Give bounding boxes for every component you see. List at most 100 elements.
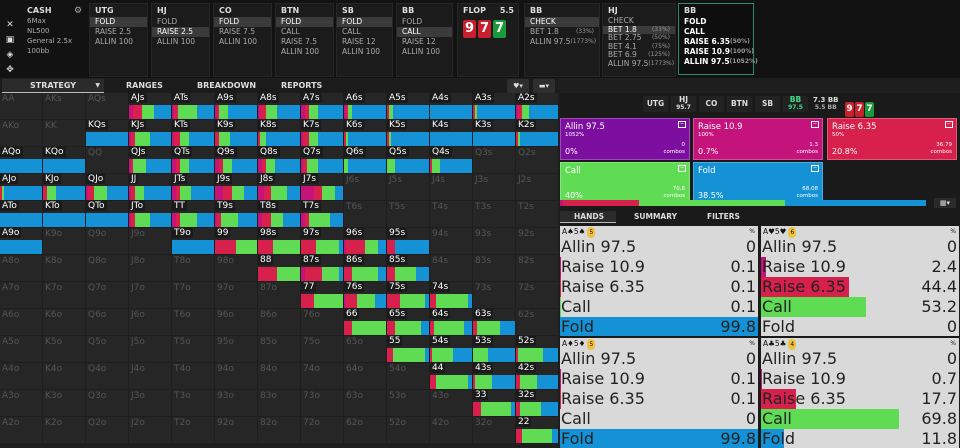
hand-cell[interactable]: Q8s	[258, 147, 300, 173]
action-option[interactable]: BET 2.75 (50%)	[603, 34, 675, 43]
hand-cell[interactable]: QJo	[86, 174, 128, 200]
hand-cell[interactable]: K2s	[516, 120, 558, 146]
hand-cell[interactable]: K8o	[43, 255, 85, 281]
hand-cell[interactable]: T3s	[473, 201, 515, 227]
action-box-allin[interactable]: Allin 97.5 1052% 0% 0 combos −	[560, 118, 690, 160]
action-option[interactable]: RAISE 2.5	[152, 27, 209, 37]
hand-cell[interactable]: J5o	[129, 336, 171, 362]
flop-action-box-hj_flop[interactable]: HJ CHECK BET 1.8 (33%) BET 2.75 (50%) BET 4.1 (…	[602, 3, 676, 77]
hand-cell[interactable]: J6o	[129, 309, 171, 335]
hand-cell[interactable]: J7o	[129, 282, 171, 308]
hand-cell[interactable]: A5o	[0, 336, 42, 362]
hand-cell[interactable]: 55	[387, 336, 429, 362]
action-option[interactable]: ALLIN 100	[214, 37, 271, 47]
hand-cell[interactable]: A4o	[0, 363, 42, 389]
tab-summary[interactable]: SUMMARY	[634, 212, 678, 221]
hand-cell[interactable]: T9s	[215, 201, 257, 227]
hand-cell[interactable]: 64s	[430, 309, 472, 335]
hand-cell[interactable]: K7s	[301, 120, 343, 146]
hand-cell[interactable]: 77	[301, 282, 343, 308]
hand-cell[interactable]: 73s	[473, 282, 515, 308]
hand-cell[interactable]: 86o	[258, 309, 300, 335]
game-settings[interactable]: CASH 6Max NL500 General 2.5x 100bb	[27, 6, 85, 56]
hand-cell[interactable]: K4o	[43, 363, 85, 389]
expand-icon[interactable]: −	[678, 165, 686, 172]
hand-cell[interactable]: 88	[258, 255, 300, 281]
hand-cell[interactable]: 52s	[516, 336, 558, 362]
hand-cell[interactable]: K6s	[344, 120, 386, 146]
seat-sb[interactable]: SB	[755, 96, 780, 112]
hand-cell[interactable]: T8s	[258, 201, 300, 227]
hand-cell[interactable]: ATo	[0, 201, 42, 227]
hand-cell[interactable]: Q7o	[86, 282, 128, 308]
hand-cell[interactable]: TT	[172, 201, 214, 227]
action-option[interactable]: ALLIN 100	[337, 47, 392, 57]
hand-cell[interactable]: A6s	[344, 93, 386, 119]
hand-detail-card[interactable]: A♠5♠ 5% Allin 97.5 0 Raise 10.9 0.1 Raise 6.35…	[560, 226, 758, 336]
hand-cell[interactable]: T4s	[430, 201, 472, 227]
hand-cell[interactable]: A8s	[258, 93, 300, 119]
action-option[interactable]: RAISE 7.5	[214, 27, 271, 37]
hand-cell[interactable]: 93o	[215, 390, 257, 416]
heart-icon[interactable]: ♥▾	[507, 79, 529, 93]
hand-cell[interactable]: 53s	[473, 336, 515, 362]
hand-cell[interactable]: 84s	[430, 255, 472, 281]
hand-cell[interactable]: 95s	[387, 228, 429, 254]
hand-cell[interactable]: J4s	[430, 174, 472, 200]
hand-cell[interactable]: 63s	[473, 309, 515, 335]
layout-icon[interactable]: ▬▾	[533, 79, 555, 93]
hand-cell[interactable]: Q9s	[215, 147, 257, 173]
hand-cell[interactable]: A9o	[0, 228, 42, 254]
hand-cell[interactable]: Q9o	[86, 228, 128, 254]
action-option[interactable]: RAISE 7.5	[276, 37, 333, 47]
hand-cell[interactable]: Q8o	[86, 255, 128, 281]
hand-cell[interactable]: 83o	[258, 390, 300, 416]
action-option[interactable]: BET 6.9 (125%)	[603, 51, 675, 60]
hand-cell[interactable]: J7s	[301, 174, 343, 200]
hand-cell[interactable]: 82s	[516, 255, 558, 281]
hand-cell[interactable]: 74s	[430, 282, 472, 308]
hand-cell[interactable]: 73o	[301, 390, 343, 416]
action-box-fold[interactable]: Fold 38.5% 68.08 combos −	[693, 162, 823, 204]
hand-cell[interactable]: Q3o	[86, 390, 128, 416]
hand-cell[interactable]: 92s	[516, 228, 558, 254]
seat-utg[interactable]: UTG	[643, 96, 668, 112]
action-box-raise_big[interactable]: Raise 10.9 100% 0.7% 1.3 combos −	[693, 118, 823, 160]
position-box-sb[interactable]: SB FOLD CALL RAISE 12 ALLIN 100	[336, 3, 393, 77]
hand-cell[interactable]: ATs	[172, 93, 214, 119]
hand-cell[interactable]: KK	[43, 120, 85, 146]
hand-cell[interactable]: 32s	[516, 390, 558, 416]
hand-cell[interactable]: 74o	[301, 363, 343, 389]
expand-icon[interactable]: −	[811, 121, 819, 128]
hand-cell[interactable]: 96s	[344, 228, 386, 254]
hand-cell[interactable]: KTo	[43, 201, 85, 227]
action-option[interactable]: ALLIN 97.5 (1773%)	[525, 37, 599, 47]
action-option[interactable]: RAISE 6.35 (50%)	[679, 37, 753, 47]
hand-cell[interactable]: Q2s	[516, 147, 558, 173]
action-option[interactable]: CALL	[679, 27, 753, 37]
hand-cell[interactable]: 97o	[215, 282, 257, 308]
hand-cell[interactable]: Q6o	[86, 309, 128, 335]
tab-filters[interactable]: FILTERS	[707, 212, 740, 221]
hand-cell[interactable]: Q3s	[473, 147, 515, 173]
hand-cell[interactable]: 85o	[258, 336, 300, 362]
hand-cell[interactable]: A3o	[0, 390, 42, 416]
action-option[interactable]: ALLIN 100	[276, 47, 333, 57]
hand-cell[interactable]: KJs	[129, 120, 171, 146]
hand-cell[interactable]: K3o	[43, 390, 85, 416]
hand-cell[interactable]: Q4o	[86, 363, 128, 389]
seat-bb[interactable]: BB 97.5	[783, 96, 808, 112]
hand-cell[interactable]: 95o	[215, 336, 257, 362]
hand-cell[interactable]: QTo	[86, 201, 128, 227]
hand-cell[interactable]: A4s	[430, 93, 472, 119]
hand-cell[interactable]: J9o	[129, 228, 171, 254]
hand-cell[interactable]: J8o	[129, 255, 171, 281]
position-box-utg[interactable]: UTG FOLD RAISE 2.5 ALLIN 100	[89, 3, 148, 77]
hand-cell[interactable]: T4o	[172, 363, 214, 389]
hand-cell[interactable]: 85s	[387, 255, 429, 281]
action-option[interactable]: ALLIN 100	[397, 47, 452, 57]
hand-cell[interactable]: KQs	[86, 120, 128, 146]
hand-cell[interactable]: 42s	[516, 363, 558, 389]
hand-cell[interactable]: T6s	[344, 201, 386, 227]
hand-cell[interactable]: 42o	[430, 417, 472, 443]
